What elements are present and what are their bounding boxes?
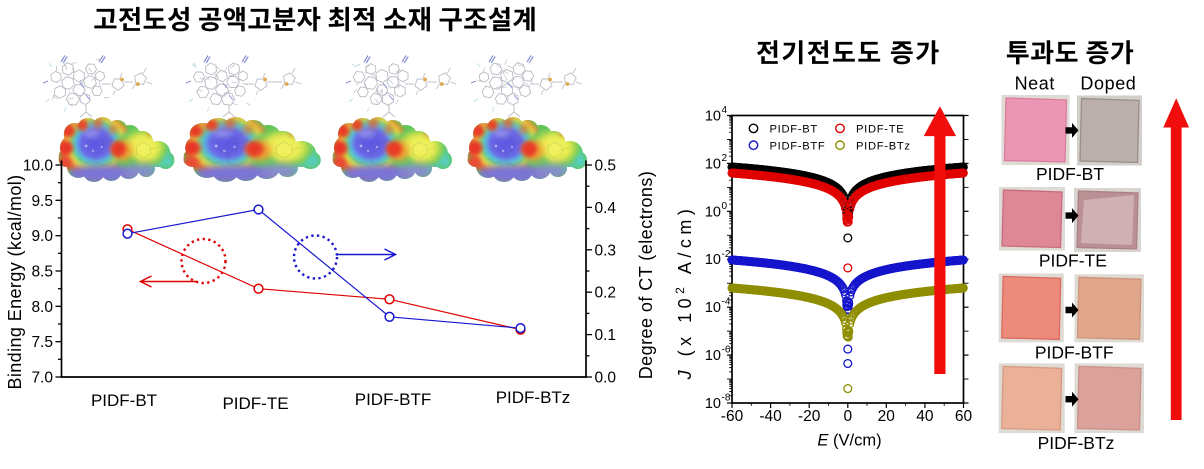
svg-text:4: 4 — [722, 105, 728, 116]
svg-text:PIDF-TE: PIDF-TE — [856, 124, 904, 136]
svg-text:60: 60 — [955, 408, 973, 425]
svg-text:20: 20 — [878, 408, 896, 425]
svg-text:40: 40 — [916, 408, 934, 425]
svg-text:8.0: 8.0 — [31, 299, 53, 316]
svg-text:PIDF-BTF: PIDF-BTF — [1035, 343, 1114, 363]
svg-text:10: 10 — [705, 396, 721, 412]
svg-text:Binding Energy (kcal/mol): Binding Energy (kcal/mol) — [5, 174, 25, 389]
svg-text:E (V/cm): E (V/cm) — [817, 432, 881, 450]
svg-text:-60: -60 — [721, 408, 744, 425]
svg-text:PIDF-BT: PIDF-BT — [1036, 164, 1104, 184]
svg-text:0.0: 0.0 — [595, 370, 617, 387]
svg-text:PIDF-BTz: PIDF-BTz — [1038, 433, 1115, 453]
svg-text:0.1: 0.1 — [595, 327, 617, 344]
svg-text:9.0: 9.0 — [31, 228, 53, 245]
svg-text:PIDF-BTF: PIDF-BTF — [355, 390, 432, 409]
svg-text:-40: -40 — [759, 408, 782, 425]
svg-text:PIDF-TE: PIDF-TE — [222, 394, 288, 413]
svg-text:Neat: Neat — [1015, 74, 1055, 94]
svg-text:PIDF-BTz: PIDF-BTz — [496, 388, 571, 407]
svg-text:J (x 102 A/cm): J (x 102 A/cm) — [673, 205, 695, 381]
svg-text:10.0: 10.0 — [23, 158, 54, 175]
svg-text:PIDF-BT: PIDF-BT — [770, 124, 818, 136]
svg-text:0: 0 — [722, 201, 728, 212]
svg-text:10: 10 — [705, 204, 721, 220]
svg-text:0.5: 0.5 — [595, 158, 617, 175]
svg-text:PIDF-BT: PIDF-BT — [91, 391, 157, 410]
svg-text:9.5: 9.5 — [31, 193, 53, 210]
svg-text:2: 2 — [722, 153, 728, 164]
svg-text:7.0: 7.0 — [31, 370, 53, 387]
svg-text:-2: -2 — [722, 249, 731, 260]
svg-text:Degree of CT (electrons): Degree of CT (electrons) — [636, 171, 656, 380]
svg-text:8.5: 8.5 — [31, 264, 53, 281]
svg-text:0.3: 0.3 — [595, 242, 617, 259]
svg-text:10: 10 — [705, 252, 721, 268]
svg-text:10: 10 — [705, 348, 721, 364]
svg-text:10: 10 — [705, 156, 721, 172]
svg-text:PIDF-BTF: PIDF-BTF — [770, 140, 826, 152]
svg-text:Doped: Doped — [1080, 74, 1136, 94]
svg-text:0: 0 — [843, 408, 852, 425]
svg-text:-4: -4 — [722, 297, 731, 308]
svg-text:10: 10 — [705, 109, 721, 125]
svg-text:7.5: 7.5 — [31, 334, 53, 351]
svg-text:0.4: 0.4 — [595, 200, 617, 217]
svg-text:0.2: 0.2 — [595, 285, 617, 302]
svg-text:-20: -20 — [798, 408, 821, 425]
svg-text:10: 10 — [705, 300, 721, 316]
svg-text:PIDF-BTz: PIDF-BTz — [856, 140, 911, 152]
svg-text:-6: -6 — [722, 345, 731, 356]
svg-text:PIDF-TE: PIDF-TE — [1039, 251, 1107, 271]
svg-text:-8: -8 — [722, 393, 731, 404]
